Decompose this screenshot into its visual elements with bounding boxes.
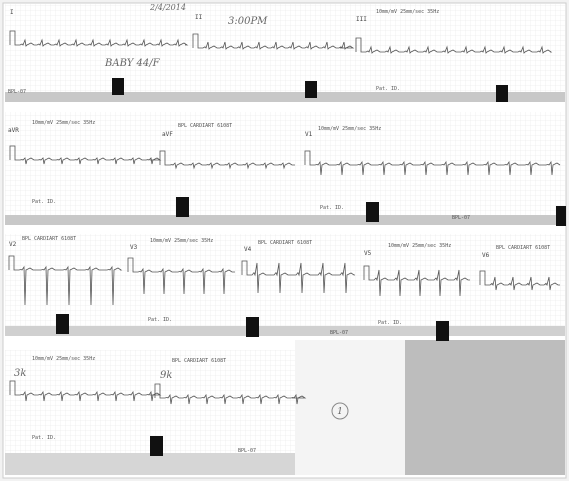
strip-2: aVR aVF V1 10mm/mV 25mm/sec 35Hz BPL CAR… <box>5 112 566 226</box>
lead-label: I <box>10 9 14 16</box>
lead-label: III <box>356 16 367 23</box>
device: BPL-07 <box>452 215 470 221</box>
lead-label: aVR <box>8 127 19 134</box>
marker <box>305 81 317 98</box>
marker <box>176 197 189 217</box>
ecg-paper <box>5 4 565 100</box>
page: {"strip1":{"date":"2/4/2014","time":"3:0… <box>0 0 569 481</box>
strip-3: V2 V3 V4 V5 V6 BPL CARDIART 6108T 10mm/m… <box>5 234 565 341</box>
note: 3k <box>14 368 26 379</box>
marker <box>246 317 259 337</box>
model: BPL CARDIART 6108T <box>178 123 232 129</box>
settings: 10mm/mV 25mm/sec 35Hz <box>150 238 213 244</box>
marker <box>112 78 124 95</box>
marker <box>56 314 69 334</box>
gray-background <box>405 340 565 475</box>
model: BPL CARDIART 6108T <box>22 236 76 242</box>
photo: 1 2/4/2014 3:00PM BABY 44/F I II III 10m… <box>0 0 569 481</box>
lead-label: V1 <box>305 131 313 138</box>
marker <box>556 206 566 226</box>
strip-1: 2/4/2014 3:00PM BABY 44/F I II III 10mm/… <box>5 3 565 102</box>
model: BPL CARDIART 6108T <box>172 358 226 364</box>
settings: 10mm/mV 25mm/sec 35Hz <box>318 126 381 132</box>
device: BPL-07 <box>238 448 256 454</box>
note: 9k <box>160 370 172 381</box>
time: 3:00PM <box>228 16 268 27</box>
lead-label: II <box>195 14 203 21</box>
lead-label: aVF <box>162 131 173 138</box>
ecg-paper <box>5 234 565 330</box>
page-mark: 1 <box>337 407 343 417</box>
marker <box>496 85 508 102</box>
model: BPL CARDIART 6108T <box>258 240 312 246</box>
lead-label: V6 <box>482 252 490 259</box>
settings: 10mm/mV 25mm/sec 35Hz <box>388 243 451 249</box>
patient-id: Pat. ID. <box>320 205 344 211</box>
lead-label: V2 <box>9 241 17 248</box>
device: BPL-07 <box>330 330 348 336</box>
marker <box>436 321 449 341</box>
strip-band <box>5 92 565 102</box>
settings: 10mm/mV 25mm/sec 35Hz <box>32 120 95 126</box>
patient-id: Pat. ID. <box>148 317 172 323</box>
patient-id: Pat. ID. <box>378 320 402 326</box>
strip-band <box>5 215 565 225</box>
blank-paper <box>295 340 405 475</box>
patient-id: Pat. ID. <box>32 435 56 441</box>
settings: 10mm/mV 25mm/sec 35Hz <box>32 356 95 362</box>
lead-label: V3 <box>130 244 138 251</box>
marker <box>366 202 379 222</box>
date: 2/4/2014 <box>149 3 186 12</box>
settings: 10mm/mV 25mm/sec 35Hz <box>376 9 439 15</box>
marker <box>150 436 163 456</box>
strip-band <box>5 453 295 475</box>
model: BPL CARDIART 6108T <box>496 245 550 251</box>
lead-label: V5 <box>364 250 372 257</box>
patient-id: Pat. ID. <box>32 199 56 205</box>
patient: BABY 44/F <box>104 58 161 69</box>
strip-4: 3k 9k 10mm/mV 25mm/sec 35Hz BPL CARDIART… <box>5 350 295 475</box>
lead-label: V4 <box>244 246 252 253</box>
strip-band <box>5 326 565 336</box>
patient-id: Pat. ID. <box>376 86 400 92</box>
device: BPL-07 <box>8 89 26 95</box>
